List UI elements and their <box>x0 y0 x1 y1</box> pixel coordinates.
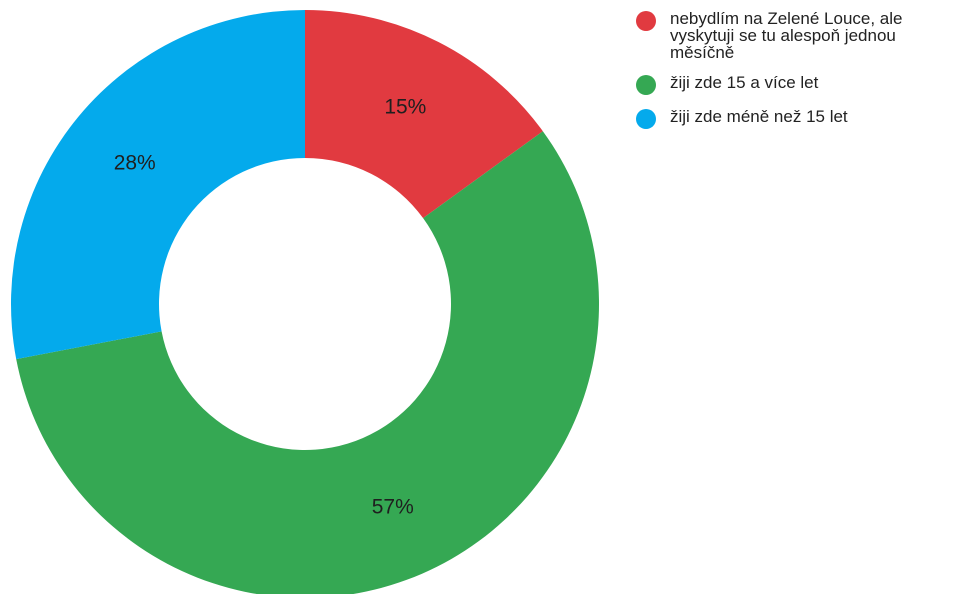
donut-slice-short-term[interactable] <box>10 10 305 360</box>
slice-label-long-term: 57% <box>372 495 414 518</box>
legend-label: žiji zde 15 a více let <box>670 73 819 92</box>
legend-swatch <box>636 11 656 31</box>
legend-item-visitor[interactable]: nebydlím na Zelené Louce, ale vyskytuji … <box>636 10 961 61</box>
legend-swatch <box>636 109 656 129</box>
legend-label: žiji zde méně než 15 let <box>670 107 848 126</box>
legend-item-short-term[interactable]: žiji zde méně než 15 let <box>636 108 961 129</box>
donut-slice-visitor[interactable] <box>305 10 543 219</box>
legend: nebydlím na Zelené Louce, ale vyskytuji … <box>636 10 961 142</box>
legend-swatch <box>636 75 656 95</box>
slice-label-visitor: 15% <box>384 96 426 119</box>
legend-item-long-term[interactable]: žiji zde 15 a více let <box>636 74 961 95</box>
donut-slice-long-term[interactable] <box>16 131 599 594</box>
legend-label: nebydlím na Zelené Louce, ale vyskytuji … <box>670 9 903 62</box>
slice-label-short-term: 28% <box>114 152 156 175</box>
